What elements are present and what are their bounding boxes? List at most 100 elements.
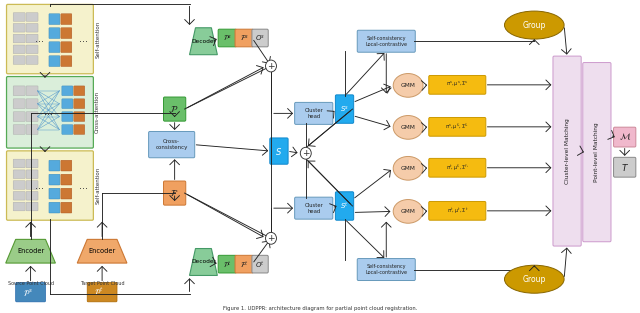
FancyBboxPatch shape — [13, 192, 25, 200]
Ellipse shape — [266, 232, 276, 244]
Polygon shape — [189, 249, 218, 275]
Text: Source Point Cloud: Source Point Cloud — [8, 281, 54, 286]
Text: $\mathcal{M}$: $\mathcal{M}$ — [619, 132, 631, 142]
FancyBboxPatch shape — [49, 174, 60, 185]
FancyBboxPatch shape — [614, 157, 636, 177]
Text: $\mathcal{F}^s$: $\mathcal{F}^s$ — [239, 33, 249, 43]
FancyBboxPatch shape — [62, 125, 73, 134]
Text: $\pi^s, \mu^{f_s}, \Sigma^{f_s}$: $\pi^s, \mu^{f_s}, \Sigma^{f_s}$ — [445, 122, 469, 132]
FancyBboxPatch shape — [26, 192, 38, 200]
FancyBboxPatch shape — [357, 259, 415, 280]
FancyBboxPatch shape — [6, 4, 93, 74]
Text: ...: ... — [35, 34, 44, 44]
FancyBboxPatch shape — [429, 202, 486, 220]
FancyBboxPatch shape — [429, 158, 486, 177]
FancyBboxPatch shape — [252, 29, 268, 47]
Text: $\mathcal{P}$: $\mathcal{P}$ — [170, 104, 179, 114]
FancyBboxPatch shape — [13, 99, 25, 109]
FancyBboxPatch shape — [26, 112, 38, 121]
FancyBboxPatch shape — [148, 131, 195, 158]
Text: $S^t$: $S^t$ — [340, 201, 349, 212]
FancyBboxPatch shape — [61, 42, 72, 53]
FancyBboxPatch shape — [61, 160, 72, 171]
Ellipse shape — [504, 265, 564, 293]
FancyBboxPatch shape — [61, 188, 72, 199]
Text: Cross-
consistency: Cross- consistency — [156, 139, 188, 150]
FancyBboxPatch shape — [13, 202, 25, 211]
FancyBboxPatch shape — [13, 45, 25, 54]
Text: $\pi^s, \mu^s, \Sigma^s$: $\pi^s, \mu^s, \Sigma^s$ — [446, 80, 468, 90]
FancyBboxPatch shape — [13, 56, 25, 64]
FancyBboxPatch shape — [62, 86, 73, 95]
Text: GMM: GMM — [401, 166, 415, 171]
Text: +: + — [268, 61, 275, 70]
FancyBboxPatch shape — [15, 282, 45, 302]
FancyBboxPatch shape — [26, 202, 38, 211]
Text: Self-consistency
Local-contrastive: Self-consistency Local-contrastive — [365, 36, 407, 47]
FancyBboxPatch shape — [335, 192, 354, 220]
FancyBboxPatch shape — [74, 86, 84, 95]
FancyBboxPatch shape — [13, 34, 25, 43]
FancyBboxPatch shape — [6, 151, 93, 220]
FancyBboxPatch shape — [26, 170, 38, 178]
FancyBboxPatch shape — [49, 14, 60, 24]
Text: $O^s$: $O^s$ — [255, 33, 266, 43]
Text: Target Point Cloud: Target Point Cloud — [80, 281, 124, 286]
FancyBboxPatch shape — [26, 13, 38, 21]
Text: $S$: $S$ — [275, 146, 282, 156]
Text: ...: ... — [79, 34, 88, 44]
Text: $\mathcal{P}^s$: $\mathcal{P}^s$ — [22, 287, 33, 298]
FancyBboxPatch shape — [614, 127, 636, 147]
Text: $\mathcal{P}^t$: $\mathcal{P}^t$ — [223, 259, 232, 270]
Text: GMM: GMM — [401, 125, 415, 130]
FancyBboxPatch shape — [163, 181, 186, 205]
FancyBboxPatch shape — [429, 75, 486, 94]
FancyBboxPatch shape — [26, 125, 38, 134]
FancyBboxPatch shape — [49, 28, 60, 38]
Text: $\mathcal{P}^s$: $\mathcal{P}^s$ — [223, 33, 232, 43]
Text: Cluster
head: Cluster head — [304, 108, 323, 119]
FancyBboxPatch shape — [49, 160, 60, 171]
FancyBboxPatch shape — [13, 181, 25, 189]
Text: GMM: GMM — [401, 83, 415, 88]
FancyBboxPatch shape — [6, 77, 93, 148]
FancyBboxPatch shape — [74, 99, 84, 109]
FancyBboxPatch shape — [74, 125, 84, 134]
Text: Decoder: Decoder — [191, 259, 216, 264]
FancyBboxPatch shape — [357, 30, 415, 52]
FancyBboxPatch shape — [235, 29, 253, 47]
FancyBboxPatch shape — [583, 63, 611, 242]
Text: Group: Group — [523, 275, 546, 284]
FancyBboxPatch shape — [26, 56, 38, 64]
FancyBboxPatch shape — [49, 42, 60, 53]
FancyBboxPatch shape — [87, 282, 117, 302]
Ellipse shape — [393, 74, 423, 97]
FancyBboxPatch shape — [429, 117, 486, 136]
FancyBboxPatch shape — [26, 86, 38, 95]
FancyBboxPatch shape — [13, 159, 25, 168]
FancyBboxPatch shape — [61, 56, 72, 67]
FancyBboxPatch shape — [235, 255, 253, 273]
FancyBboxPatch shape — [61, 14, 72, 24]
Ellipse shape — [393, 156, 423, 180]
FancyBboxPatch shape — [26, 23, 38, 32]
Text: Cluster
head: Cluster head — [304, 203, 323, 214]
FancyBboxPatch shape — [13, 86, 25, 95]
FancyBboxPatch shape — [62, 112, 73, 121]
Text: Cross-attention: Cross-attention — [95, 91, 100, 133]
Text: ...: ... — [35, 181, 44, 191]
Text: $\pi^t, \mu^{f_t}, \Sigma^{f_t}$: $\pi^t, \mu^{f_t}, \Sigma^{f_t}$ — [445, 163, 469, 173]
Ellipse shape — [393, 199, 423, 223]
FancyBboxPatch shape — [270, 138, 288, 164]
FancyBboxPatch shape — [74, 112, 84, 121]
FancyBboxPatch shape — [294, 197, 333, 219]
FancyBboxPatch shape — [13, 13, 25, 21]
FancyBboxPatch shape — [26, 45, 38, 54]
Text: Encoder: Encoder — [88, 248, 116, 254]
Text: Group: Group — [523, 21, 546, 30]
Text: $S^s$: $S^s$ — [340, 104, 349, 114]
FancyBboxPatch shape — [49, 56, 60, 67]
Text: $\mathcal{F}^t$: $\mathcal{F}^t$ — [240, 259, 248, 270]
Polygon shape — [189, 28, 218, 55]
Text: +: + — [268, 234, 275, 243]
